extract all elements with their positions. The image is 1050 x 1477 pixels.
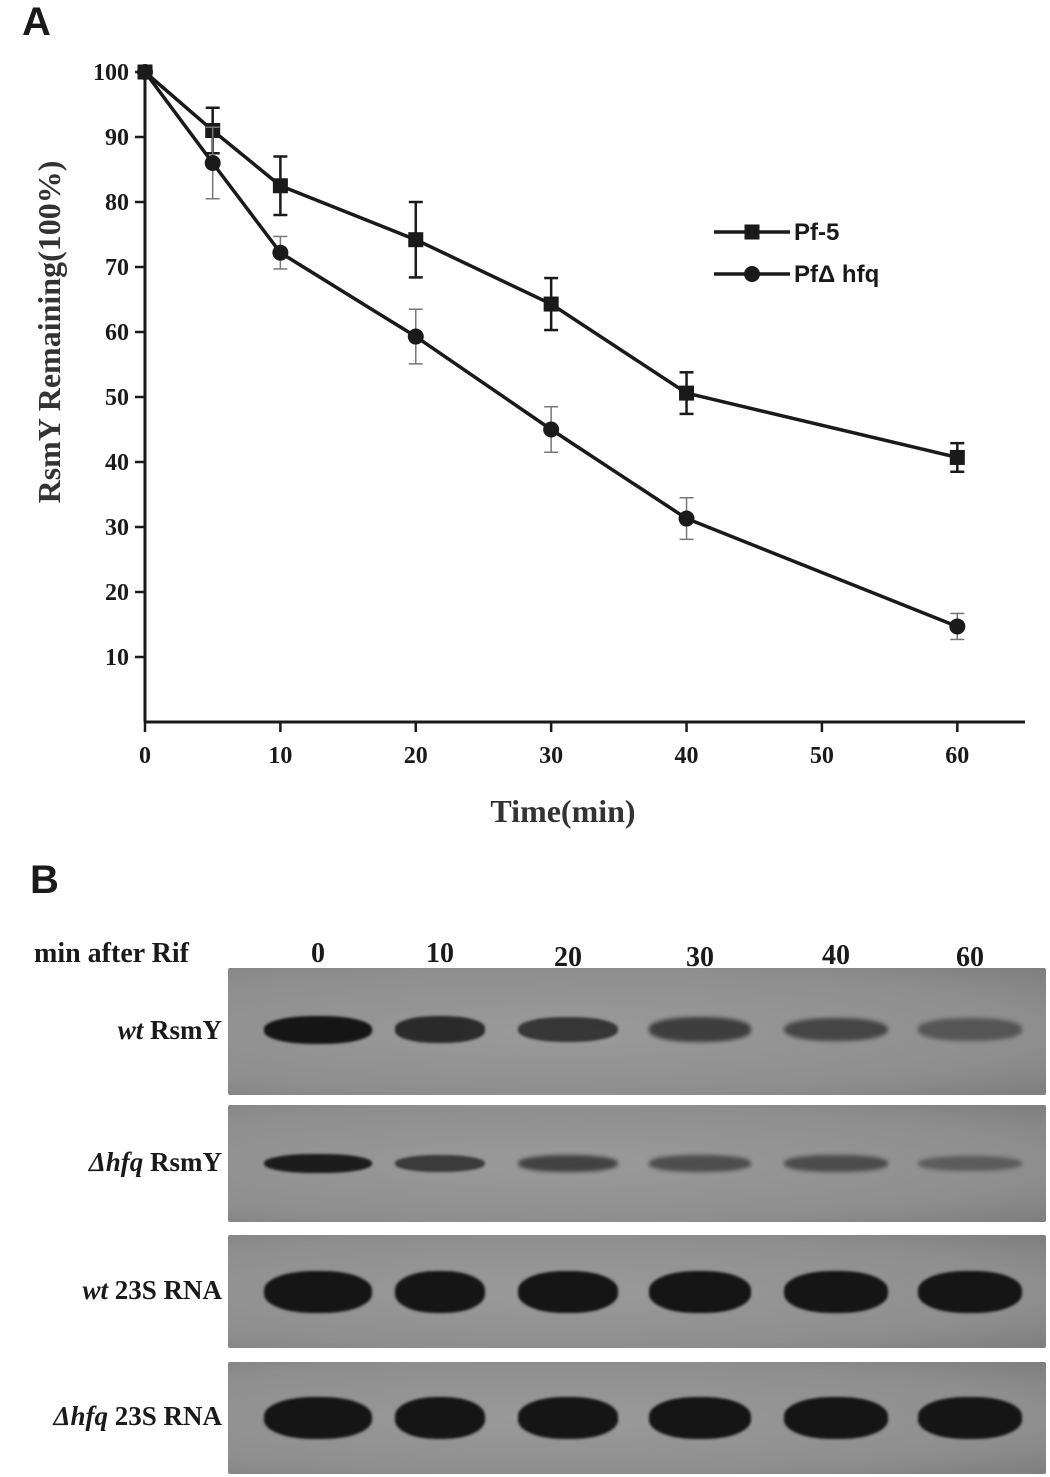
y-tick-label: 50 [105, 385, 129, 411]
legend-marker-square [744, 224, 760, 240]
row-label-target: 23S RNA [107, 1401, 222, 1431]
y-tick-label: 10 [105, 645, 129, 671]
blot-band [784, 1270, 888, 1313]
blot-header-label: min after Rif [34, 938, 189, 969]
blot-band [518, 1154, 618, 1173]
blot-band [518, 1397, 618, 1439]
data-point-circle [678, 510, 695, 527]
row-label-strain: wt [82, 1274, 108, 1305]
x-axis-title: Time(min) [490, 793, 635, 829]
series-1 [137, 64, 965, 473]
chart-legend: Pf-5 PfΔ hfq [714, 219, 879, 288]
chart-series [137, 64, 966, 641]
blot-band [264, 1153, 372, 1174]
legend-marker-circle [744, 266, 760, 282]
blot-band [649, 1017, 751, 1042]
x-tick-label: 30 [539, 743, 563, 769]
blot-band [784, 1017, 888, 1042]
y-axis-title: RsmY Remaining(100%) [31, 161, 67, 504]
panel-a-label: A [22, 0, 51, 44]
blot-band [918, 1155, 1022, 1172]
lane-label: 30 [686, 942, 714, 973]
blot-band [918, 1018, 1022, 1041]
series-2 [137, 64, 966, 641]
data-point-square [679, 385, 695, 401]
data-point-square [543, 296, 559, 312]
legend-label: PfΔ hfq [794, 261, 879, 288]
blot-band [264, 1397, 372, 1439]
data-point-square [408, 232, 424, 248]
x-tick-label: 50 [810, 743, 834, 769]
series-line [143, 70, 958, 629]
blot-band [918, 1397, 1022, 1439]
legend-label: Pf-5 [794, 219, 839, 246]
row-label-strain: Δhfq [88, 1146, 144, 1177]
y-tick-label: 90 [105, 125, 129, 151]
blot-band [649, 1155, 751, 1172]
blot-panel [228, 1235, 1046, 1348]
blot-row-label: Δhfq 23S RNA [0, 1401, 222, 1432]
lane-label: 60 [956, 942, 984, 973]
y-tick-label: 20 [105, 580, 129, 606]
y-tick-label: 60 [105, 320, 129, 346]
blot-row-label: wt 23S RNA [0, 1275, 222, 1306]
data-point-square [949, 449, 965, 465]
blot-band [264, 1270, 372, 1313]
blot-band [518, 1270, 618, 1313]
panel-b-label: B [30, 858, 59, 902]
data-point-circle [407, 328, 424, 345]
blot-band [395, 1397, 485, 1439]
blot-band [784, 1155, 888, 1172]
row-label-target: RsmY [143, 1146, 222, 1177]
row-label-target: 23S RNA [107, 1274, 222, 1305]
x-tick-label: 40 [675, 743, 699, 769]
x-tick-label: 60 [945, 743, 969, 769]
row-label-target: RsmY [143, 1014, 222, 1045]
chart-axes: 0 10 20 30 40 50 60 10 20 30 40 50 60 70 80 90 100 [93, 60, 1025, 769]
y-tick-label: 30 [105, 515, 129, 541]
blot-band [649, 1397, 751, 1439]
y-tick-label: 70 [105, 255, 129, 281]
blot-band [649, 1270, 751, 1313]
y-tick-label: 100 [93, 60, 129, 86]
x-tick-label: 20 [404, 743, 428, 769]
blot-panel [228, 1105, 1046, 1222]
data-point-circle [137, 64, 153, 80]
data-point-circle [949, 618, 966, 635]
y-tick-label: 80 [105, 190, 129, 216]
blot-band [395, 1016, 485, 1043]
blot-band [784, 1397, 888, 1439]
blot-band [518, 1016, 618, 1043]
blot-panel [228, 968, 1046, 1095]
lane-label: 20 [554, 942, 582, 973]
x-tick-label: 10 [268, 743, 292, 769]
row-label-strain: Δhfq [53, 1401, 108, 1431]
lane-label: 40 [822, 940, 850, 971]
blot-band [395, 1270, 485, 1313]
blot-panel [228, 1362, 1046, 1474]
lane-label: 0 [311, 938, 325, 969]
data-point-circle [204, 155, 221, 171]
blot-row-label: Δhfq RsmY [0, 1147, 222, 1178]
blot-row-label: wt RsmY [0, 1015, 222, 1046]
data-point-square [272, 178, 288, 194]
row-label-strain: wt [117, 1014, 144, 1045]
x-tick-label: 0 [139, 743, 151, 769]
data-point-circle [543, 421, 560, 438]
lane-label: 10 [426, 938, 454, 969]
blot-band [918, 1270, 1022, 1313]
blot-band [264, 1015, 372, 1044]
blot-band [395, 1154, 485, 1173]
data-point-circle [272, 244, 289, 261]
y-tick-label: 40 [105, 450, 129, 476]
